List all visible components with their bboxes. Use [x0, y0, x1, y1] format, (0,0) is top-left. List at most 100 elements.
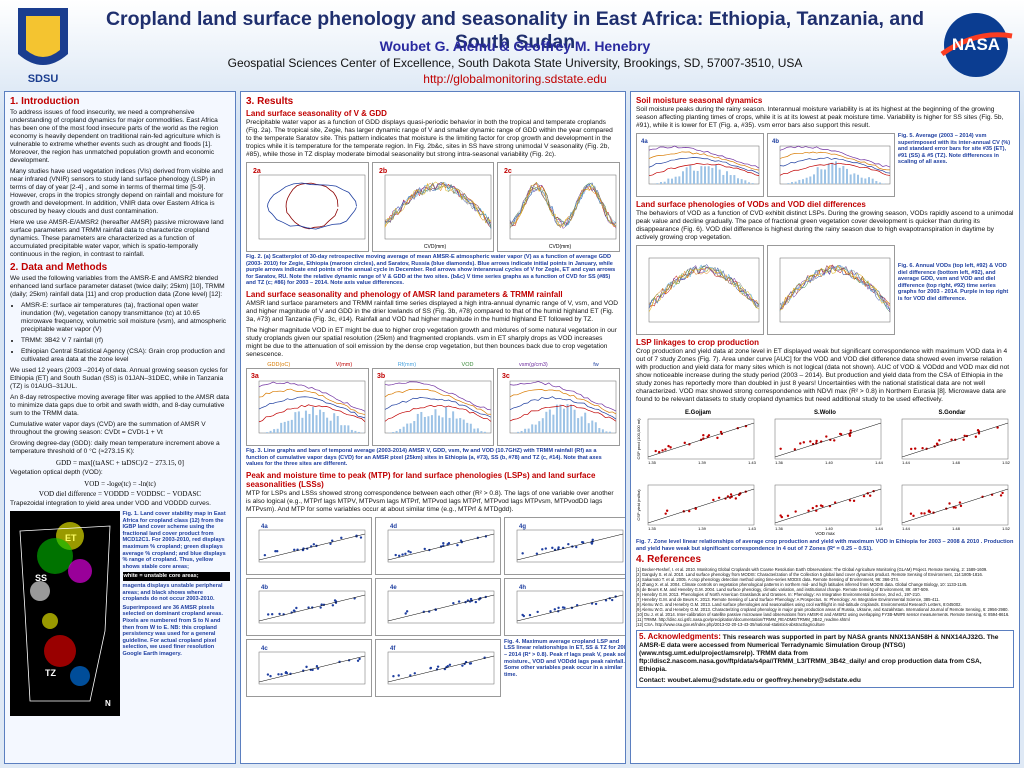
bar [290, 419, 293, 433]
point [793, 448, 797, 451]
plot: 4b [246, 577, 372, 636]
point [833, 439, 836, 442]
trend-line [774, 422, 882, 458]
curve [510, 183, 617, 229]
curve [384, 381, 491, 411]
bar [602, 429, 605, 433]
bar [416, 413, 419, 433]
point [999, 494, 1003, 497]
plot: S.Gondar 1.44 1.48 1.52 [890, 407, 1014, 471]
point [452, 601, 455, 605]
bar [398, 428, 401, 433]
figure-1: ET SS TZ N Fig. 1. Land cover stability … [10, 511, 230, 716]
bar [423, 416, 426, 433]
bar [849, 174, 852, 184]
point [442, 541, 445, 545]
point [456, 543, 459, 547]
plot-frame [258, 651, 366, 684]
curve [779, 265, 891, 311]
equation: GDD = max[(taASC + taDSC)/2 − 273.15, 0] [56, 459, 184, 467]
logo-text: NASA [952, 35, 1000, 54]
curve [648, 266, 760, 309]
x-tick-label: 1.39 [698, 526, 707, 531]
curve [285, 182, 339, 230]
sdsu-logo: SDSU [18, 8, 68, 85]
point [1001, 491, 1004, 495]
plot: 3c [497, 367, 621, 446]
point [331, 603, 335, 607]
bar [343, 425, 346, 433]
plot-frame [516, 590, 624, 623]
curve [510, 184, 617, 227]
bar [573, 409, 576, 433]
bar [520, 430, 523, 433]
paragraph: MTP for LSPs and LSSs showed strong corr… [246, 489, 614, 513]
plot-frame [901, 484, 1009, 526]
trend-line [258, 594, 366, 621]
bar [740, 179, 743, 184]
point [557, 606, 560, 609]
map: ET SS TZ N [10, 511, 120, 716]
plot: 4a [246, 516, 372, 575]
paragraph: Here we use AMSR-E/AMSR2 (hereafter AMSR… [10, 219, 224, 258]
reference: [5] de Beurs K.M. and Henebry G.M. 2004.… [636, 587, 929, 593]
panel-label: 4e [390, 585, 397, 591]
curve [510, 184, 617, 229]
bar [559, 404, 562, 433]
reference: [3] Sakamoto T. et al. 2005. A crop phen… [636, 577, 899, 583]
point [811, 506, 815, 510]
curve [779, 265, 891, 312]
trend-line [516, 533, 624, 560]
bar [535, 424, 538, 433]
point [912, 514, 915, 518]
plot-frame [258, 174, 366, 240]
point [848, 499, 852, 502]
bullet-list: AMSR-E: surface air temperatures (ta), f… [10, 302, 230, 364]
bar [483, 431, 486, 433]
point [717, 496, 721, 499]
bar [838, 167, 841, 184]
bar [336, 415, 339, 433]
point [604, 598, 608, 602]
bar [395, 430, 398, 433]
bar [273, 429, 276, 433]
curve [779, 145, 891, 168]
point [591, 538, 594, 541]
logo-text: SDSU [28, 73, 59, 85]
point [423, 547, 426, 550]
plot-frame [384, 174, 491, 240]
bar [444, 407, 447, 433]
header: SDSU Cropland land surface phenology and… [0, 0, 1024, 90]
point [319, 606, 322, 609]
curve [648, 157, 760, 174]
bar [434, 409, 437, 433]
bar [315, 415, 318, 433]
point [962, 438, 965, 441]
point [278, 612, 281, 615]
bar [864, 178, 867, 184]
bar [801, 179, 804, 184]
bar [458, 418, 461, 433]
point [404, 612, 407, 615]
bar [722, 174, 725, 184]
panel-label: 2a [253, 168, 261, 175]
plot-frame [647, 418, 755, 460]
point [920, 512, 923, 515]
bar [441, 417, 444, 433]
bar [588, 423, 591, 433]
point [779, 514, 782, 517]
point [394, 553, 397, 556]
curve [648, 163, 760, 177]
bar [329, 420, 332, 433]
plot-frame [258, 590, 366, 623]
plot-frame [774, 418, 882, 460]
bar [570, 404, 573, 433]
x-tick-label: 1.36 [775, 460, 784, 465]
plot-frame [647, 484, 755, 526]
plot: 4f [375, 638, 501, 697]
bar [663, 181, 666, 184]
point [716, 436, 719, 440]
point [448, 663, 452, 666]
bar [726, 171, 728, 184]
section-heading: 5. Acknowledgments: [639, 632, 721, 642]
